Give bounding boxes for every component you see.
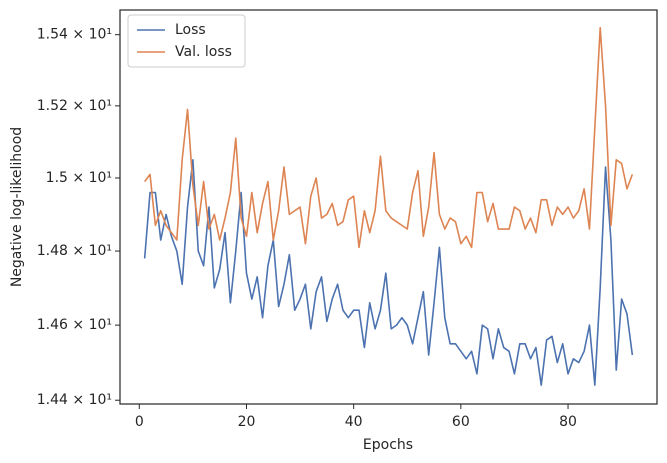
y-tick-label: 1.54 × 10¹ (37, 27, 112, 43)
y-tick-label: 1.44 × 10¹ (37, 392, 112, 408)
series-line (143, 159, 634, 386)
x-tick-label: 20 (238, 414, 256, 430)
x-tick-label: 80 (559, 414, 577, 430)
y-tick-label: 1.48 × 10¹ (37, 243, 112, 259)
y-tick-label: 1.5 × 10¹ (46, 170, 112, 186)
y-tick-label: 1.52 × 10¹ (37, 98, 112, 114)
y-axis-label: Negative log-likelihood (9, 127, 25, 287)
x-axis-label: Epochs (363, 437, 413, 453)
legend-label: Loss (175, 22, 206, 38)
x-tick-label: 0 (135, 414, 144, 430)
plot-frame (119, 9, 658, 405)
y-tick-label: 1.46 × 10¹ (37, 317, 112, 333)
legend-box (127, 14, 246, 68)
series-line (144, 26, 634, 249)
x-tick-label: 60 (452, 414, 470, 430)
x-tick-label: 40 (345, 414, 363, 430)
legend-label: Val. loss (175, 44, 232, 60)
